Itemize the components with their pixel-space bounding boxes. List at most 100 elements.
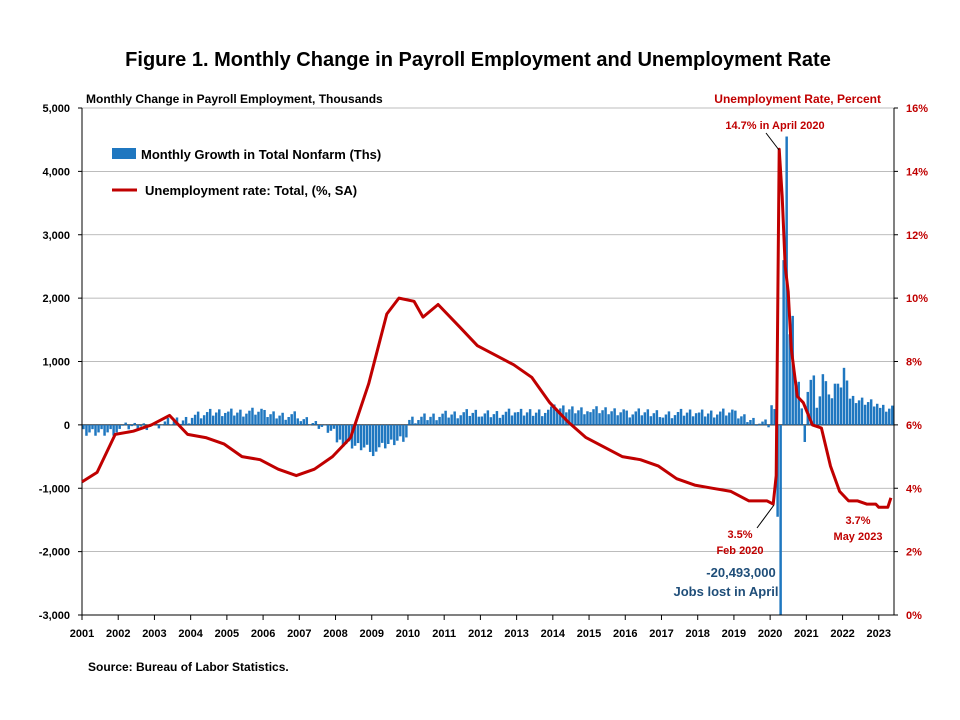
bar-2014-06: [568, 409, 571, 425]
right-tick-label: 2%: [906, 547, 922, 559]
bar-2020-01: [770, 405, 773, 425]
bar-2005-12: [260, 408, 263, 425]
bar-2014-12: [586, 411, 589, 425]
bar-2011-03: [450, 414, 453, 425]
bar-2008-10: [362, 424, 366, 448]
x-tick-label: 2023: [867, 628, 891, 640]
bar-2014-09: [577, 410, 580, 425]
bar-2019-12: [767, 424, 770, 428]
bar-2005-02: [230, 408, 233, 425]
x-tick-label: 2002: [106, 628, 130, 640]
bar-2022-01: [842, 367, 846, 425]
bar-2020-07: [788, 334, 791, 425]
left-tick-label: -1,000: [39, 483, 70, 495]
annotation-peak-leader: [765, 132, 780, 151]
bar-2008-02: [338, 424, 342, 440]
bar-2007-05: [311, 423, 315, 425]
bar-2008-01: [335, 424, 339, 443]
bar-2009-08: [393, 424, 396, 446]
bar-2016-11: [655, 410, 659, 425]
bar-2016-10: [652, 413, 656, 425]
bar-2003-02: [157, 424, 161, 429]
right-tick-label: 12%: [906, 230, 928, 242]
bar-2016-04: [634, 411, 637, 425]
bar-2019-04: [743, 414, 746, 425]
legend-line-label: Unemployment rate: Total, (%, SA): [145, 183, 357, 198]
bar-2019-09: [758, 423, 761, 425]
bar-2018-03: [703, 416, 707, 425]
bar-2015-05: [601, 410, 604, 425]
x-tick-label: 2017: [649, 628, 673, 640]
bar-2009-02: [374, 424, 378, 452]
bar-2015-09: [613, 408, 616, 425]
bar-2013-07: [534, 412, 538, 425]
left-axis-title: Monthly Change in Payroll Employment, Th…: [86, 92, 383, 106]
bar-2001-03: [88, 424, 91, 433]
x-tick-label: 2011: [432, 628, 456, 640]
bar-2022-06: [857, 400, 861, 425]
bar-2017-08: [682, 415, 686, 425]
bar-2012-03: [486, 410, 490, 425]
bar-2018-06: [712, 417, 716, 425]
bar-2020-10: [797, 381, 800, 425]
right-tick-label: 14%: [906, 166, 928, 178]
right-axis-ticks: 16% 14% 12% 10% 8% 6% 4% 2% 0%: [894, 103, 928, 622]
annotation-may-value: 3.7%: [845, 515, 870, 527]
bar-2008-03: [341, 424, 345, 447]
line-series: [81, 147, 893, 509]
bar-2017-10: [688, 409, 692, 425]
bar-2019-03: [740, 416, 743, 425]
bar-2017-03: [667, 411, 671, 425]
bar-2014-02: [556, 411, 559, 425]
bar-2004-08: [211, 415, 215, 425]
bar-2006-03: [269, 414, 272, 425]
annotation-feb-value: 3.5%: [727, 529, 752, 541]
bar-2005-10: [254, 414, 257, 425]
bar-2010-07: [426, 420, 429, 425]
bar-2008-04: [344, 424, 348, 445]
bar-2007-03: [305, 417, 309, 425]
bar-2007-01: [299, 421, 302, 425]
bar-2020-02: [773, 409, 776, 425]
bar-2002-05: [130, 424, 133, 427]
bar-2010-10: [435, 420, 438, 425]
bar-2011-04: [453, 411, 456, 425]
bar-2017-11: [691, 416, 695, 425]
bar-2022-05: [854, 403, 858, 425]
bar-2016-02: [628, 417, 631, 425]
bar-2014-03: [559, 408, 562, 425]
bar-2004-02: [193, 414, 197, 425]
bar-2006-01: [263, 409, 266, 425]
annotation-peak: 14.7% in April 2020: [725, 120, 824, 132]
bar-2019-05: [746, 422, 749, 425]
bar-2005-09: [251, 407, 254, 425]
x-tick-label: 2001: [70, 628, 94, 640]
x-tick-label: 2022: [830, 628, 854, 640]
bar-2002-04: [127, 424, 130, 430]
x-tick-label: 2019: [722, 628, 746, 640]
x-axis-ticks: 2001 2002 2003 2004 2005 2006 2007 2008 2009 2010…: [70, 615, 891, 640]
bar-2006-04: [272, 411, 275, 425]
bar-2003-12: [187, 423, 191, 425]
bar-2014-07: [571, 406, 574, 425]
bar-2023-02: [882, 404, 885, 425]
bar-2005-08: [248, 410, 251, 425]
x-tick-label: 2016: [613, 628, 637, 640]
bar-2009-04: [380, 424, 384, 443]
bar-2011-10: [471, 412, 475, 425]
bar-2001-01: [82, 424, 85, 430]
right-tick-label: 10%: [906, 293, 928, 305]
bar-2017-12: [694, 413, 698, 425]
bar-2022-09: [866, 402, 870, 425]
bar-2013-09: [540, 416, 544, 425]
bar-2011-12: [477, 416, 481, 425]
bar-2018-04: [706, 413, 710, 425]
bar-2015-12: [622, 409, 625, 425]
bar-2011-01: [444, 410, 447, 425]
bar-2006-12: [296, 418, 299, 425]
right-tick-label: 0%: [906, 610, 922, 622]
bar-2004-10: [218, 409, 221, 425]
bar-2009-07: [390, 424, 393, 440]
bar-2013-02: [519, 408, 523, 425]
bar-2016-05: [637, 408, 641, 425]
